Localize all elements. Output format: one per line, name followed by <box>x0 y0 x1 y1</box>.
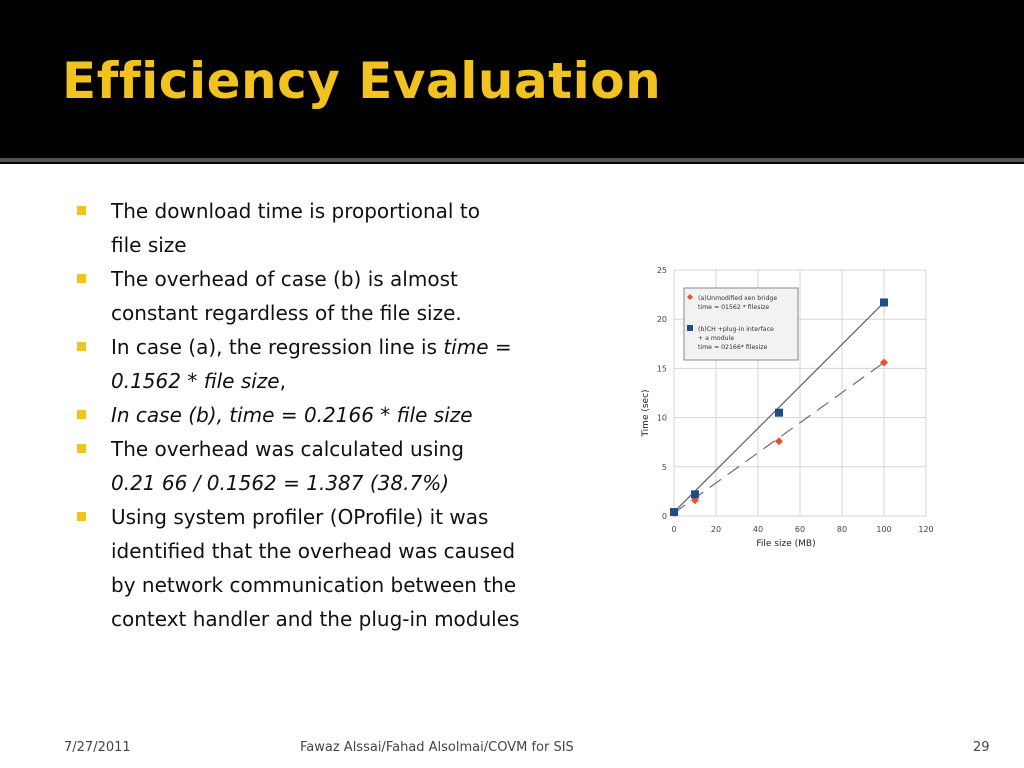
x-tick-label: 80 <box>837 525 847 534</box>
chart-container: 0 20 40 60 80 100 120 0 5 10 15 20 25 File size (MB) T… <box>628 258 948 558</box>
bullet-text: by network communication between the <box>111 573 517 597</box>
title-band: Efficiency Evaluation <box>0 0 1024 158</box>
series-b-point <box>775 408 783 417</box>
bullet-text: The overhead of case (b) is almost <box>111 267 458 291</box>
legend-label: (a)Unmodified xen bridge <box>698 295 777 302</box>
series-b-fit-line <box>673 302 885 513</box>
bullet-text: constant regardless of the file size. <box>111 301 462 325</box>
bullet-text: = <box>488 335 512 359</box>
footer-page-number: 29 <box>973 740 990 755</box>
title-divider <box>0 158 1024 162</box>
legend-label: (b)CH +plug-in interface <box>698 326 774 333</box>
footer-authors: Fawaz Alssai/Fahad Alsolmai/COVM for SIS <box>300 740 574 755</box>
y-tick-label: 15 <box>657 364 667 373</box>
bullet-marker <box>77 206 86 215</box>
bullet-item: The download time is proportional to file… <box>74 194 604 262</box>
series-a-point <box>775 437 783 446</box>
y-tick-label: 0 <box>662 512 667 521</box>
bullet-text: In case (a), the regression line is <box>111 335 444 359</box>
legend-label: time = 02166* filesize <box>698 344 767 351</box>
bullet-item: The overhead of case (b) is almost consta… <box>74 262 604 330</box>
series-b-point <box>880 298 888 307</box>
footer-date: 7/27/2011 <box>64 740 131 755</box>
bullet-marker <box>77 410 86 419</box>
x-tick-label: 100 <box>876 525 891 534</box>
bullet-text: The download time is proportional to <box>111 199 480 223</box>
y-tick-label: 5 <box>662 463 667 472</box>
bullet-item: In case (a), the regression line is time… <box>74 330 604 398</box>
y-tick-label: 10 <box>657 414 667 423</box>
y-tick-label: 20 <box>657 315 667 324</box>
time-vs-filesize-chart: 0 20 40 60 80 100 120 0 5 10 15 20 25 File size (MB) T… <box>641 266 934 549</box>
bullet-text: 0.1562 * file size <box>111 369 280 393</box>
bullet-text: , <box>279 369 286 393</box>
bullet-item: In case (b), time = 0.2166 * file size <box>74 398 604 432</box>
legend-marker-b <box>687 325 693 331</box>
y-axis-label: Time (sec) <box>641 389 651 437</box>
series-a-point <box>880 358 888 367</box>
bullet-text: In case (b), time = 0.2166 * file size <box>111 403 473 427</box>
x-tick-label: 20 <box>711 525 721 534</box>
slide-content: The download time is proportional to file… <box>0 164 1024 768</box>
x-tick-label: 60 <box>795 525 805 534</box>
bullet-text: Using system profiler (OProfile) it was <box>111 505 489 529</box>
bullet-marker <box>77 444 86 453</box>
bullet-marker <box>77 274 86 283</box>
x-axis-label: File size (MB) <box>756 539 815 549</box>
legend-box <box>683 287 799 361</box>
bullet-text: time <box>443 335 489 359</box>
bullet-marker <box>77 512 86 521</box>
y-tick-label: 25 <box>657 266 667 275</box>
bullet-text: file size <box>111 233 187 257</box>
x-tick-label: 0 <box>671 525 676 534</box>
series-a-point <box>691 496 699 505</box>
bullet-text: 0.21 66 / 0.1562 = 1.387 (38.7%) <box>111 471 449 495</box>
bullet-item: Using system profiler (OProfile) it was i… <box>74 500 604 636</box>
bullet-text: context handler and the plug-in modules <box>111 607 520 631</box>
slide-title: Efficiency Evaluation <box>62 52 662 110</box>
legend-label: + a module <box>698 335 734 342</box>
bullet-text: identified that the overhead was caused <box>111 539 516 563</box>
bullet-item: The overhead was calculated using 0.21 66… <box>74 432 604 500</box>
series-b-point <box>691 490 699 499</box>
bullet-marker <box>77 342 86 351</box>
legend-label: time = 01562 * filesize <box>698 304 769 311</box>
bullet-text: The overhead was calculated using <box>111 437 464 461</box>
bullet-list: The download time is proportional to file… <box>74 194 604 636</box>
legend-marker-a <box>687 294 693 300</box>
x-tick-label: 40 <box>753 525 763 534</box>
series-b-point <box>670 508 678 517</box>
x-tick-label: 120 <box>918 525 933 534</box>
